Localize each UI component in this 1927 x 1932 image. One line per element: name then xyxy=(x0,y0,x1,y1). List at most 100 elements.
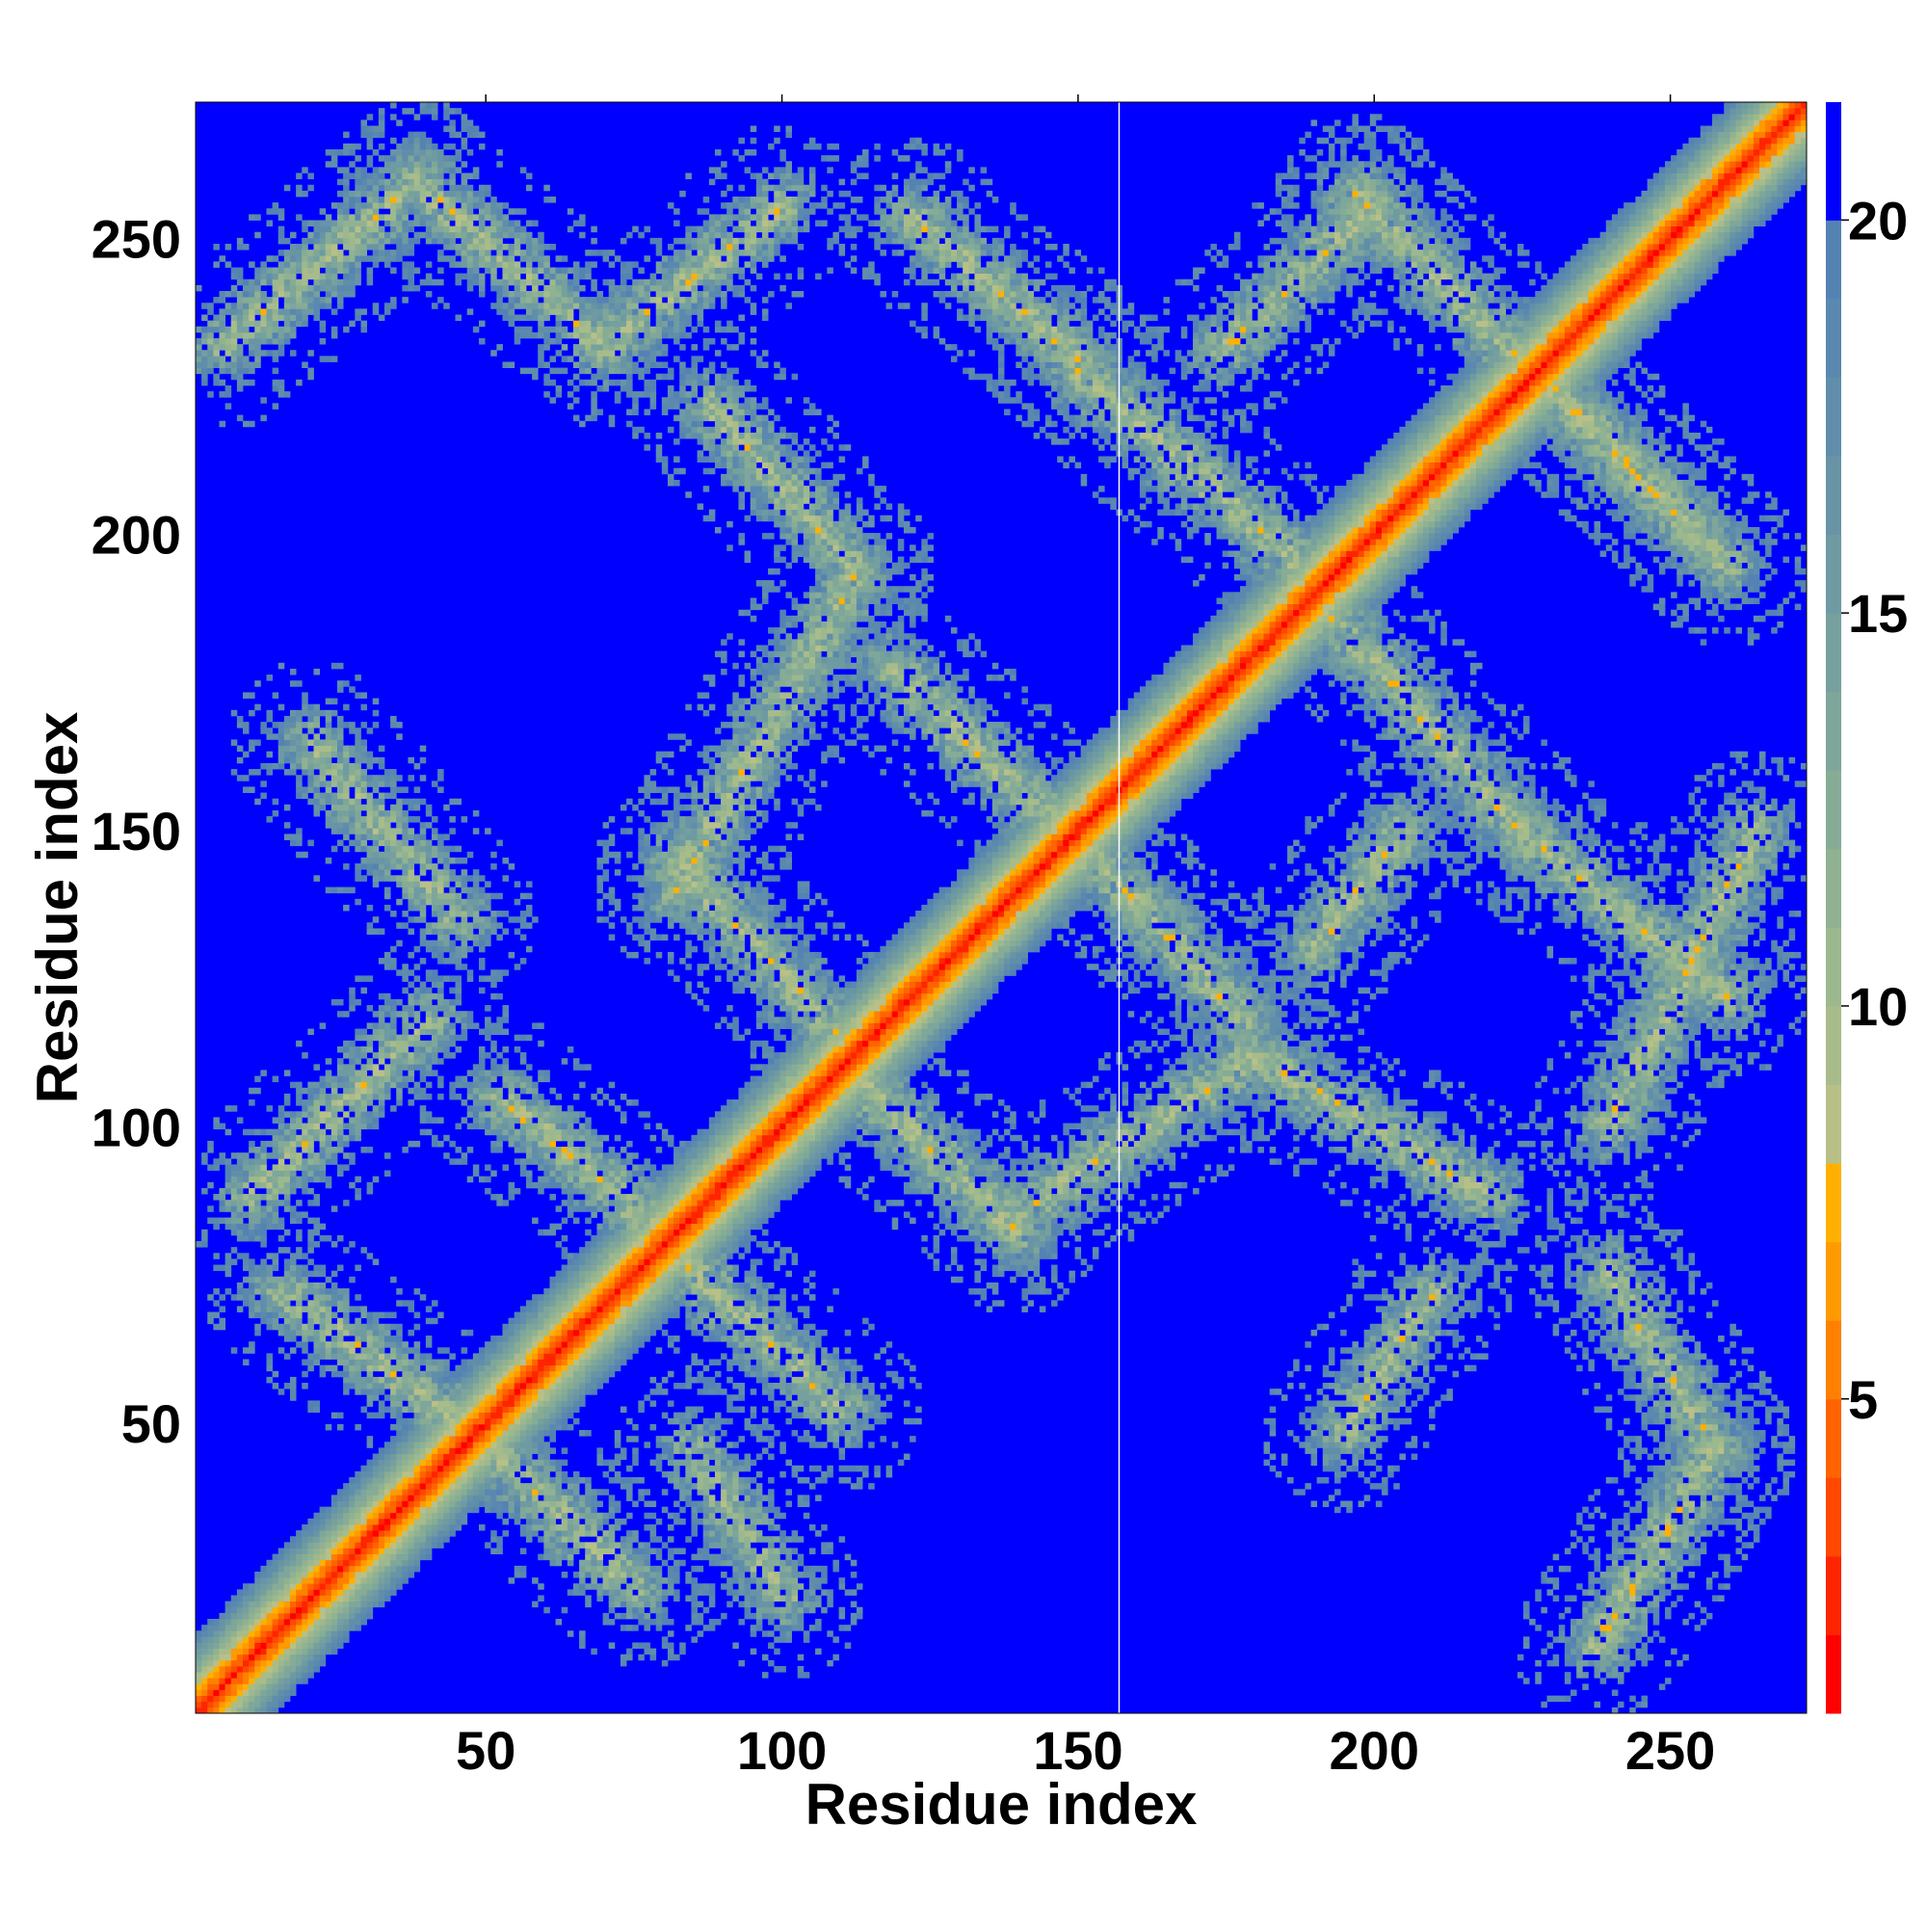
heatmap-cell xyxy=(467,1495,474,1501)
heatmap-cell xyxy=(515,1347,521,1354)
heatmap-cell xyxy=(455,1383,462,1389)
heatmap-cell xyxy=(479,940,486,947)
heatmap-cell xyxy=(437,167,444,173)
heatmap-cell xyxy=(420,828,427,834)
heatmap-cell xyxy=(337,1507,344,1514)
heatmap-cell xyxy=(313,786,320,793)
heatmap-cell xyxy=(220,1672,226,1679)
heatmap-cell xyxy=(249,1147,255,1153)
heatmap-cell xyxy=(520,314,527,321)
heatmap-cell xyxy=(326,232,332,239)
heatmap-cell xyxy=(432,887,438,894)
heatmap-cell xyxy=(367,1353,374,1360)
heatmap-cell xyxy=(520,1400,527,1407)
heatmap-cell xyxy=(273,202,279,209)
heatmap-cell xyxy=(408,816,414,823)
heatmap-cell xyxy=(367,1519,374,1525)
heatmap-cell xyxy=(502,202,509,209)
heatmap-cell xyxy=(360,822,367,829)
heatmap-cell xyxy=(532,1507,539,1514)
heatmap-cell xyxy=(326,793,332,800)
heatmap-cell xyxy=(237,308,244,315)
heatmap-cell xyxy=(243,786,250,793)
heatmap-cell xyxy=(520,167,527,173)
heatmap-cell xyxy=(278,1601,285,1608)
heatmap-cell xyxy=(414,1530,421,1537)
heatmap-cell xyxy=(432,982,438,989)
heatmap-cell xyxy=(284,238,291,245)
heatmap-cell xyxy=(302,167,308,173)
heatmap-cell xyxy=(278,1660,285,1667)
heatmap-cell xyxy=(515,1424,521,1431)
heatmap-cell xyxy=(432,969,438,976)
heatmap-cell xyxy=(302,226,308,233)
heatmap-cell xyxy=(520,291,527,298)
heatmap-cell xyxy=(384,1471,391,1478)
heatmap-cell xyxy=(408,1058,414,1065)
heatmap-cell xyxy=(432,1413,438,1419)
heatmap-cell xyxy=(249,710,255,717)
heatmap-cell xyxy=(249,368,255,375)
heatmap-cell xyxy=(532,1389,539,1395)
heatmap-cell xyxy=(462,1347,468,1354)
heatmap-cell xyxy=(284,722,291,728)
heatmap-cell xyxy=(367,728,374,734)
heatmap-cell xyxy=(402,1542,409,1548)
heatmap-cell xyxy=(367,1442,374,1448)
heatmap-cell xyxy=(408,1572,414,1578)
heatmap-cell xyxy=(490,993,497,1000)
heatmap-cell xyxy=(485,261,491,268)
heatmap-cell xyxy=(490,1347,497,1354)
heatmap-cell xyxy=(490,202,497,209)
heatmap-cell xyxy=(384,1466,391,1472)
heatmap-cell xyxy=(307,799,314,806)
heatmap-cell xyxy=(396,1041,403,1047)
heatmap-cell xyxy=(290,267,297,274)
heatmap-cell xyxy=(296,1548,303,1555)
heatmap-cell xyxy=(296,1288,303,1295)
heatmap-cell xyxy=(284,1099,291,1106)
heatmap-cell xyxy=(420,102,427,109)
heatmap-cell xyxy=(432,975,438,982)
heatmap-cell xyxy=(373,1477,380,1484)
heatmap-cell xyxy=(538,1336,544,1342)
heatmap-cell xyxy=(414,1495,421,1501)
heatmap-cell xyxy=(496,232,503,239)
heatmap-cell xyxy=(249,421,255,428)
heatmap-cell xyxy=(390,197,397,203)
heatmap-cell xyxy=(437,1400,444,1407)
heatmap-cell xyxy=(408,138,414,145)
heatmap-cell xyxy=(231,1224,238,1231)
heatmap-cell xyxy=(349,161,356,168)
heatmap-cell xyxy=(414,816,421,823)
heatmap-cell xyxy=(360,226,367,233)
heatmap-cell xyxy=(420,1371,427,1378)
heatmap-cell xyxy=(360,1389,367,1395)
heatmap-cell xyxy=(426,214,433,221)
heatmap-cell xyxy=(266,1300,273,1307)
heatmap-cell xyxy=(331,356,338,362)
heatmap-cell xyxy=(349,840,356,847)
heatmap-cell xyxy=(490,279,497,286)
heatmap-cell xyxy=(337,1371,344,1378)
heatmap-cell xyxy=(426,1536,433,1543)
heatmap-cell xyxy=(437,1477,444,1484)
heatmap-cell xyxy=(237,1152,244,1159)
heatmap-cell xyxy=(307,1105,314,1112)
heatmap-cell xyxy=(485,1477,491,1484)
heatmap-cell xyxy=(520,297,527,304)
heatmap-cell xyxy=(443,893,450,900)
heatmap-cell xyxy=(455,1394,462,1401)
heatmap-cell xyxy=(490,922,497,929)
heatmap-cell xyxy=(254,1601,261,1608)
heatmap-cell xyxy=(502,1076,509,1083)
heatmap-cell xyxy=(509,916,515,923)
heatmap-cell xyxy=(284,1152,291,1159)
heatmap-cell xyxy=(326,1554,332,1561)
heatmap-cell xyxy=(449,132,456,139)
heatmap-cell xyxy=(420,911,427,917)
heatmap-cell xyxy=(479,1489,486,1495)
heatmap-cell xyxy=(249,1643,255,1650)
heatmap-cell xyxy=(266,1572,273,1578)
heatmap-cell xyxy=(396,828,403,834)
